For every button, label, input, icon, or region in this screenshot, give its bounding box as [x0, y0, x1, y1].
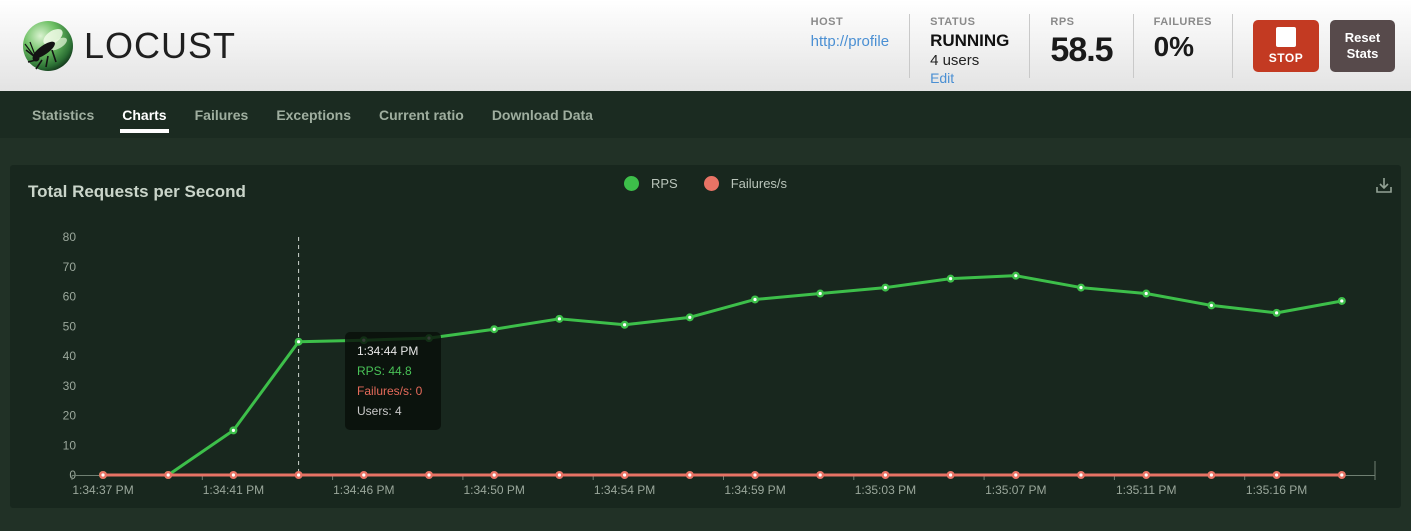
status-label: STATUS	[930, 15, 976, 28]
rps-chart-card: 010203040506070801:34:37 PM1:34:41 PM1:3…	[10, 165, 1401, 508]
failures-label: FAILURES	[1153, 15, 1212, 28]
rps-box: RPS 58.5	[1029, 13, 1132, 78]
svg-text:10: 10	[63, 438, 77, 452]
main-nav: Statistics Charts Failures Exceptions Cu…	[0, 91, 1411, 138]
app-header: LOCUST HOST http://profile STATUS RUNNIN…	[0, 0, 1411, 91]
svg-text:70: 70	[63, 260, 77, 274]
svg-text:1:34:41 PM: 1:34:41 PM	[203, 483, 264, 497]
edit-link[interactable]: Edit	[930, 69, 955, 86]
rps-label: RPS	[1050, 15, 1075, 28]
svg-text:1:34:37 PM: 1:34:37 PM	[72, 483, 133, 497]
svg-text:1:35:07 PM: 1:35:07 PM	[985, 483, 1046, 497]
locust-logo: LOCUST	[22, 20, 236, 72]
svg-text:40: 40	[63, 349, 77, 363]
rps-value: 58.5	[1050, 30, 1113, 69]
rps-line-chart: 010203040506070801:34:37 PM1:34:41 PM1:3…	[63, 230, 1376, 497]
stop-square-icon	[1276, 26, 1296, 47]
svg-text:50: 50	[63, 319, 77, 333]
logo-wordmark: LOCUST	[84, 24, 237, 66]
host-label: HOST	[810, 15, 844, 28]
svg-text:20: 20	[63, 409, 77, 423]
header-buttons: STOP Reset Stats	[1253, 19, 1395, 72]
host-link[interactable]: http://profile	[810, 32, 890, 50]
svg-text:1:34:59 PM: 1:34:59 PM	[724, 483, 785, 497]
locust-logo-icon	[23, 20, 73, 71]
svg-text:80: 80	[63, 230, 77, 244]
tab-current-ratio[interactable]: Current ratio	[379, 106, 464, 123]
svg-text:1:34:54 PM: 1:34:54 PM	[594, 483, 655, 497]
reset-stats-button[interactable]: Reset Stats	[1330, 19, 1395, 72]
tab-failures[interactable]: Failures	[194, 106, 249, 123]
page-body: 010203040506070801:34:37 PM1:34:41 PM1:3…	[0, 138, 1411, 531]
failures-value: 0%	[1153, 30, 1195, 62]
download-chart-icon[interactable]	[1373, 175, 1395, 197]
status-value: RUNNING	[930, 30, 1010, 50]
svg-text:60: 60	[63, 290, 77, 304]
header-info: HOST http://profile STATUS RUNNING 4 use…	[791, 13, 1233, 86]
status-users: 4 users	[930, 51, 980, 69]
tab-exceptions[interactable]: Exceptions	[276, 106, 352, 123]
host-box: HOST http://profile	[791, 14, 909, 78]
tab-statistics[interactable]: Statistics	[32, 106, 95, 123]
tab-download-data[interactable]: Download Data	[491, 106, 593, 123]
stop-button-label: STOP	[1268, 50, 1304, 65]
svg-text:1:34:46 PM: 1:34:46 PM	[333, 483, 394, 497]
svg-text:1:35:03 PM: 1:35:03 PM	[855, 483, 916, 497]
svg-text:1:35:11 PM: 1:35:11 PM	[1116, 483, 1176, 497]
svg-text:1:34:50 PM: 1:34:50 PM	[464, 483, 525, 497]
stop-button[interactable]: STOP	[1253, 19, 1319, 72]
chart-title: Total Requests per Second	[28, 182, 246, 201]
status-box: STATUS RUNNING 4 users Edit	[909, 13, 1029, 86]
failures-box: FAILURES 0%	[1132, 13, 1233, 78]
svg-text:1:35:16 PM: 1:35:16 PM	[1246, 483, 1307, 497]
svg-text:30: 30	[63, 379, 77, 393]
tab-charts[interactable]: Charts	[108, 91, 180, 138]
